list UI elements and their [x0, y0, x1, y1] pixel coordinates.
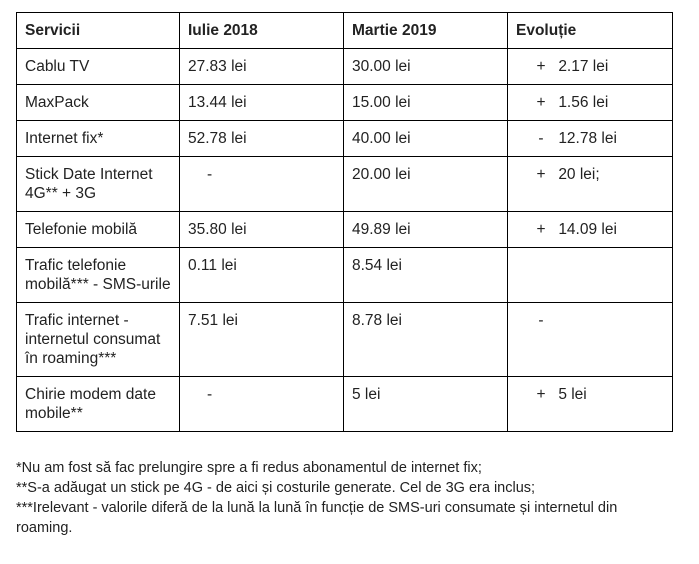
- evolution-value: 5 lei: [558, 386, 587, 403]
- table-row: Cablu TV 27.83 lei 30.00 lei + 2.17 lei: [16, 48, 673, 85]
- evolution-value: 20 lei;: [558, 166, 600, 183]
- evolution-value: 1.56 lei: [558, 94, 609, 111]
- mar2019-cell: 49.89 lei: [343, 211, 508, 248]
- mar2019-cell: 30.00 lei: [343, 48, 508, 85]
- service-cell: Stick Date Internet 4G** + 3G: [16, 156, 180, 212]
- jul2018-cell: 35.80 lei: [179, 211, 344, 248]
- evolution-sign: -: [538, 130, 544, 147]
- service-cell: MaxPack: [16, 84, 180, 121]
- header-evolutie: Evoluție: [507, 12, 673, 49]
- mar2019-cell: 5 lei: [343, 376, 508, 432]
- table-row: Trafic telefonie mobilă*** - SMS-urile 0…: [16, 247, 673, 303]
- jul2018-cell: 52.78 lei: [179, 120, 344, 157]
- evolution-sign: +: [536, 94, 546, 111]
- service-cell: Chirie modem date mobile**: [16, 376, 180, 432]
- header-iulie-2018: Iulie 2018: [179, 12, 344, 49]
- evolution-sign: +: [536, 221, 546, 238]
- jul2018-cell: -: [179, 156, 344, 212]
- evolution-sign: +: [536, 386, 546, 403]
- header-martie-2019: Martie 2019: [343, 12, 508, 49]
- header-servicii: Servicii: [16, 12, 180, 49]
- evolution-cell: -: [507, 302, 673, 377]
- footnote-1: *Nu am fost să fac prelungire spre a fi …: [16, 460, 482, 476]
- footnotes: *Nu am fost să fac prelungire spre a fi …: [16, 458, 676, 538]
- table-row: MaxPack 13.44 lei 15.00 lei + 1.56 lei: [16, 84, 673, 121]
- mar2019-cell: 8.78 lei: [343, 302, 508, 377]
- evolution-sign: -: [538, 312, 544, 329]
- service-cell: Internet fix*: [16, 120, 180, 157]
- jul2018-cell: 7.51 lei: [179, 302, 344, 377]
- evolution-cell: + 2.17 lei: [507, 48, 673, 85]
- service-cell: Trafic telefonie mobilă*** - SMS-urile: [16, 247, 180, 303]
- service-cell: Telefonie mobilă: [16, 211, 180, 248]
- table-row: Chirie modem date mobile** - 5 lei + 5 l…: [16, 376, 673, 432]
- evolution-cell: + 20 lei;: [507, 156, 673, 212]
- evolution-value: 2.17 lei: [558, 58, 609, 75]
- service-cell: Trafic internet - internetul consumat în…: [16, 302, 180, 377]
- evolution-value: 14.09 lei: [558, 221, 617, 238]
- table-header-row: Servicii Iulie 2018 Martie 2019 Evoluție: [16, 12, 673, 49]
- evolution-value: 12.78 lei: [558, 130, 617, 147]
- table-row: Telefonie mobilă 35.80 lei 49.89 lei + 1…: [16, 211, 673, 248]
- jul2018-cell: -: [179, 376, 344, 432]
- jul2018-cell: 0.11 lei: [179, 247, 344, 303]
- evolution-cell: - 12.78 lei: [507, 120, 673, 157]
- jul2018-cell: 27.83 lei: [179, 48, 344, 85]
- evolution-sign: +: [536, 166, 546, 183]
- footnote-2: **S-a adăugat un stick pe 4G - de aici ș…: [16, 480, 536, 496]
- evolution-sign: +: [536, 58, 546, 75]
- mar2019-cell: 8.54 lei: [343, 247, 508, 303]
- jul2018-cell: 13.44 lei: [179, 84, 344, 121]
- footnote-3: ***Irelevant - valorile diferă de la lun…: [16, 500, 618, 536]
- evolution-cell: + 1.56 lei: [507, 84, 673, 121]
- table-row: Stick Date Internet 4G** + 3G - 20.00 le…: [16, 156, 673, 212]
- table-row: Internet fix* 52.78 lei 40.00 lei - 12.7…: [16, 120, 673, 157]
- service-cell: Cablu TV: [16, 48, 180, 85]
- mar2019-cell: 20.00 lei: [343, 156, 508, 212]
- mar2019-cell: 40.00 lei: [343, 120, 508, 157]
- table-row: Trafic internet - internetul consumat în…: [16, 302, 673, 377]
- cost-comparison-table: Servicii Iulie 2018 Martie 2019 Evoluție…: [16, 12, 673, 432]
- evolution-cell: + 14.09 lei: [507, 211, 673, 248]
- evolution-cell: + 5 lei: [507, 376, 673, 432]
- evolution-cell: [507, 247, 673, 303]
- mar2019-cell: 15.00 lei: [343, 84, 508, 121]
